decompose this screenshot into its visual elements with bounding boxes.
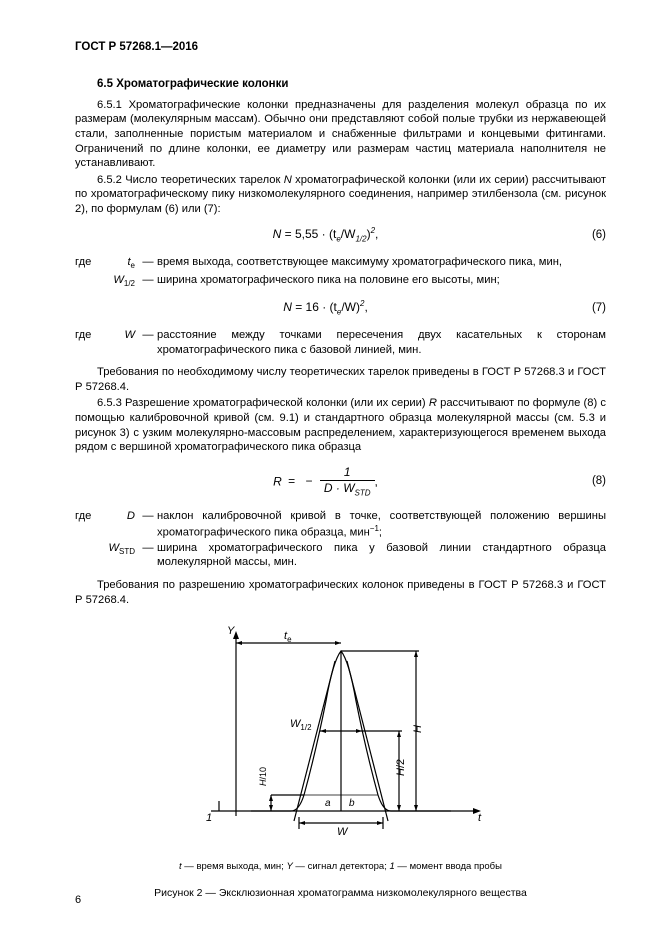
figure-2: Y t te W1/2 W H H/2 H/10 a b 1 t — время… [75, 621, 606, 901]
para-651: 6.5.1 Хроматографические колонки предназ… [75, 98, 606, 171]
section-title: 6.5 Хроматографические колонки [97, 77, 606, 92]
f8-num: 1 [320, 465, 375, 481]
f6-comma: , [375, 227, 378, 241]
lbl-W12: W1/2 [290, 718, 312, 732]
f8-den: D · WSTD [320, 480, 375, 499]
f6-eq: = 5,55 · (t [285, 227, 337, 241]
eq: = [285, 474, 298, 488]
def-w: расстояние между точками пересечения дву… [157, 328, 606, 357]
figure-caption-vars: t — время выхода, мин; Y — сигнал детект… [75, 861, 606, 873]
f7-m: /W) [341, 300, 360, 314]
lbl-H: H [412, 725, 424, 733]
lbl-Y: Y [227, 625, 235, 637]
def-Wstd: ширина хроматографического пика у базово… [157, 541, 606, 570]
blank [75, 541, 103, 570]
dash: — [139, 273, 157, 290]
formula-6: N = 5,55 · (te/W1/2)2, (6) [75, 226, 606, 245]
f8-lhs: R [273, 474, 282, 488]
dash: — [139, 255, 157, 272]
lbl-a: a [325, 798, 331, 809]
section-text: Хроматографические колонки [116, 78, 288, 90]
f6-s2: 1/2 [355, 235, 366, 244]
lbl-W: W [337, 826, 349, 838]
f6-lhs: N [273, 227, 282, 241]
lbl-1: 1 [206, 812, 212, 824]
t: 6.5.2 Число теоретических тарелок [97, 174, 284, 186]
sym-R: R [429, 397, 437, 409]
cv-Yt: — сигнал детектора; [293, 861, 390, 872]
section-num: 6.5 [97, 78, 113, 90]
t: 6.5.3 Разрешение хроматографической коло… [97, 397, 429, 409]
cv-tt: — время выхода, мин; [182, 861, 287, 872]
lbl-te: te [284, 630, 292, 644]
where: где [75, 328, 103, 357]
formula-6-num: (6) [576, 228, 606, 243]
f6-m: /W [341, 227, 356, 241]
formula-6-body: N = 5,55 · (te/W1/2)2, [75, 226, 576, 245]
sym-w12: W1/2 [103, 273, 139, 290]
formula-8-body: R = − 1 D · WSTD , [75, 465, 576, 499]
para-652: 6.5.2 Число теоретических тарелок N хром… [75, 173, 606, 217]
lbl-H10: H/10 [258, 767, 268, 786]
def-D: наклон калибровочной кривой в точке, соо… [157, 509, 606, 540]
gost-header: ГОСТ Р 57268.1—2016 [75, 40, 606, 55]
defs-6: где te — время выхода, соответствующее м… [75, 255, 606, 289]
page-number: 6 [75, 893, 81, 907]
defs-7: где W — расстояние между точками пересеч… [75, 328, 606, 357]
sym-N: N [284, 174, 292, 186]
dash: — [139, 328, 157, 357]
dash: — [139, 541, 157, 570]
sym-D: D [103, 509, 139, 540]
def-w12: ширина хроматографического пика на полов… [157, 273, 606, 290]
formula-7: N = 16 · (te/W)2, (7) [75, 299, 606, 318]
lbl-b: b [349, 798, 355, 809]
sym-Wstd: WSTD [103, 541, 139, 570]
para-653-req: Требования по разрешению хроматографичес… [75, 578, 606, 607]
defs-8: где D — наклон калибровочной кривой в то… [75, 509, 606, 570]
f7-lhs: N [283, 300, 292, 314]
where: где [75, 255, 103, 272]
dash: — [139, 509, 157, 540]
formula-8: R = − 1 D · WSTD , (8) [75, 465, 606, 499]
minus: − [302, 474, 317, 488]
figure-title: Рисунок 2 — Эксклюзионная хроматограмма … [75, 887, 606, 901]
para-653: 6.5.3 Разрешение хроматографической коло… [75, 396, 606, 454]
def-te: время выхода, соответствующее максимуму … [157, 255, 606, 272]
para-652-req: Требования по необходимому числу теорети… [75, 365, 606, 394]
formula-7-num: (7) [576, 301, 606, 316]
f7-comma: , [364, 300, 367, 314]
where: где [75, 509, 103, 540]
f7-eq: = 16 · (t [295, 300, 337, 314]
formula-8-num: (8) [576, 474, 606, 489]
blank [75, 273, 103, 290]
chromatogram-svg: Y t te W1/2 W H H/2 H/10 a b 1 [191, 621, 491, 846]
sym-te: te [103, 255, 139, 272]
cv-1t: — момент ввода пробы [395, 861, 502, 872]
sym-w: W [103, 328, 139, 357]
lbl-H2: H/2 [395, 759, 407, 776]
lbl-t: t [478, 812, 482, 824]
formula-7-body: N = 16 · (te/W)2, [75, 299, 576, 318]
f8-frac: 1 D · WSTD [320, 465, 375, 499]
f8-comma: , [375, 474, 378, 488]
